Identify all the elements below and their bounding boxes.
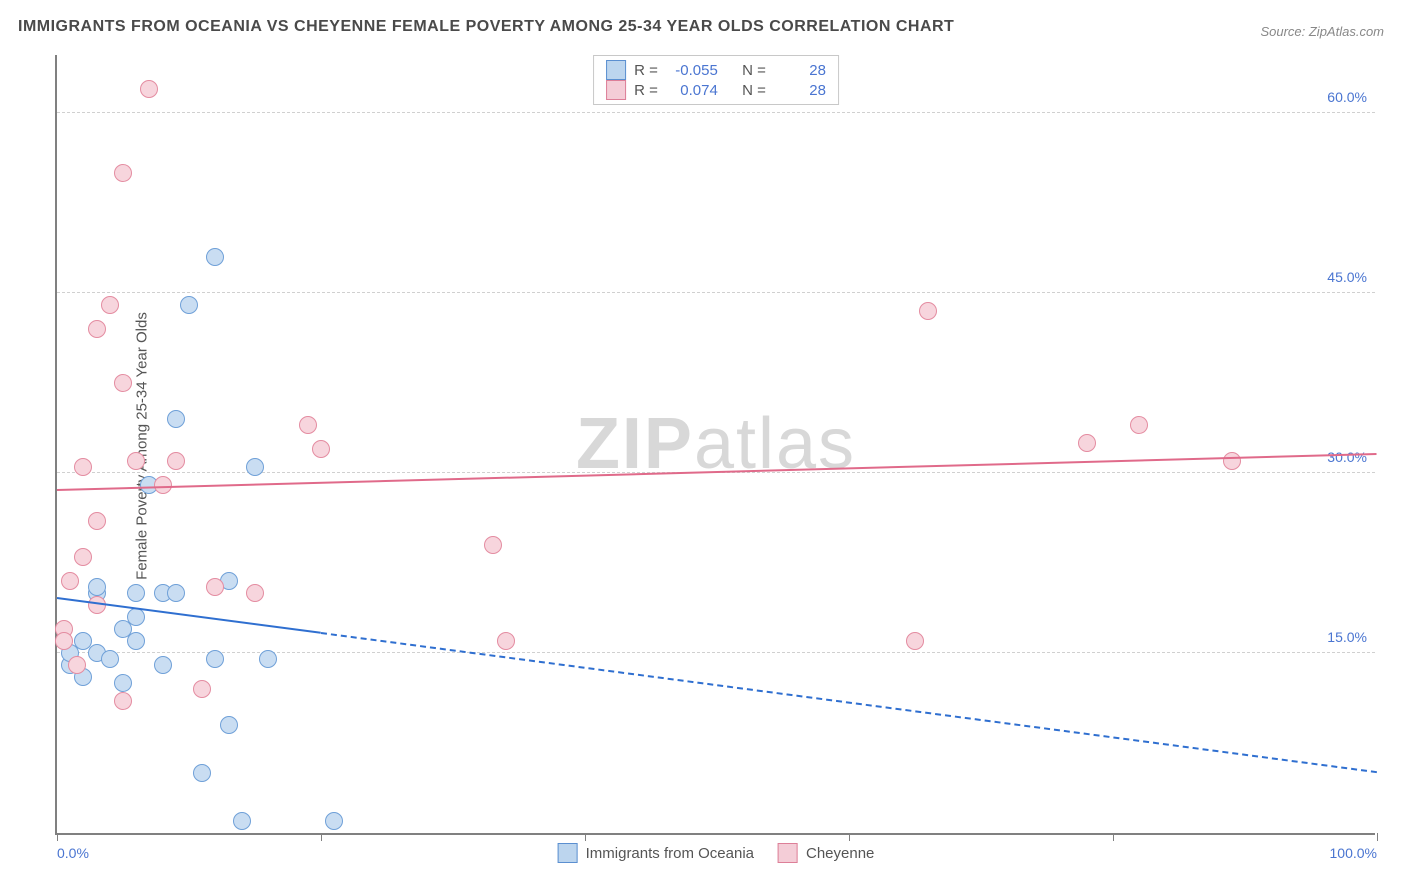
y-tick-label: 15.0% (1327, 629, 1367, 645)
data-point (259, 650, 277, 668)
data-point (1130, 416, 1148, 434)
n-label: N = (742, 82, 766, 99)
x-tick (57, 833, 58, 841)
data-point (167, 584, 185, 602)
data-point (167, 410, 185, 428)
n-value-oceania: 28 (774, 62, 826, 79)
legend-item-oceania: Immigrants from Oceania (558, 843, 754, 863)
gridline (57, 292, 1375, 293)
legend-row-cheyenne: R = 0.074 N = 28 (606, 80, 826, 100)
data-point (88, 320, 106, 338)
data-point (325, 812, 343, 830)
data-point (154, 656, 172, 674)
x-tick (321, 833, 322, 841)
gridline (57, 112, 1375, 113)
r-value-oceania: -0.055 (666, 62, 718, 79)
data-point (114, 164, 132, 182)
data-point (127, 632, 145, 650)
y-tick-label: 45.0% (1327, 269, 1367, 285)
trend-line (57, 597, 321, 634)
data-point (246, 458, 264, 476)
r-label: R = (634, 62, 658, 79)
n-value-cheyenne: 28 (774, 82, 826, 99)
swatch-cheyenne (778, 843, 798, 863)
data-point (312, 440, 330, 458)
data-point (114, 692, 132, 710)
data-point (206, 248, 224, 266)
data-point (61, 572, 79, 590)
source-attribution: Source: ZipAtlas.com (1260, 24, 1384, 39)
x-tick-label: 0.0% (57, 845, 89, 861)
data-point (88, 578, 106, 596)
data-point (55, 632, 73, 650)
data-point (88, 512, 106, 530)
data-point (74, 548, 92, 566)
gridline (57, 652, 1375, 653)
x-tick (849, 833, 850, 841)
data-point (68, 656, 86, 674)
r-value-cheyenne: 0.074 (666, 82, 718, 99)
y-tick-label: 60.0% (1327, 89, 1367, 105)
swatch-oceania (606, 60, 626, 80)
legend-label: Cheyenne (806, 845, 874, 862)
y-tick-label: 30.0% (1327, 449, 1367, 465)
data-point (180, 296, 198, 314)
data-point (484, 536, 502, 554)
data-point (919, 302, 937, 320)
data-point (193, 680, 211, 698)
x-tick (1377, 833, 1378, 841)
data-point (220, 716, 238, 734)
data-point (206, 650, 224, 668)
data-point (127, 608, 145, 626)
chart-title: IMMIGRANTS FROM OCEANIA VS CHEYENNE FEMA… (18, 18, 954, 36)
data-point (101, 650, 119, 668)
legend-item-cheyenne: Cheyenne (778, 843, 874, 863)
data-point (206, 578, 224, 596)
data-point (127, 452, 145, 470)
data-point (101, 296, 119, 314)
x-tick (585, 833, 586, 841)
x-tick (1113, 833, 1114, 841)
swatch-oceania (558, 843, 578, 863)
data-point (246, 584, 264, 602)
data-point (233, 812, 251, 830)
data-point (1223, 452, 1241, 470)
swatch-cheyenne (606, 80, 626, 100)
data-point (299, 416, 317, 434)
data-point (114, 374, 132, 392)
x-tick-label: 100.0% (1330, 845, 1377, 861)
data-point (114, 674, 132, 692)
correlation-legend: R = -0.055 N = 28 R = 0.074 N = 28 (593, 55, 839, 105)
data-point (906, 632, 924, 650)
series-legend: Immigrants from Oceania Cheyenne (558, 843, 875, 863)
legend-row-oceania: R = -0.055 N = 28 (606, 60, 826, 80)
data-point (127, 584, 145, 602)
data-point (74, 458, 92, 476)
data-point (1078, 434, 1096, 452)
data-point (497, 632, 515, 650)
data-point (140, 80, 158, 98)
r-label: R = (634, 82, 658, 99)
plot-area: ZIPatlas R = -0.055 N = 28 R = 0.074 N =… (55, 55, 1375, 835)
data-point (193, 764, 211, 782)
n-label: N = (742, 62, 766, 79)
data-point (167, 452, 185, 470)
legend-label: Immigrants from Oceania (586, 845, 754, 862)
